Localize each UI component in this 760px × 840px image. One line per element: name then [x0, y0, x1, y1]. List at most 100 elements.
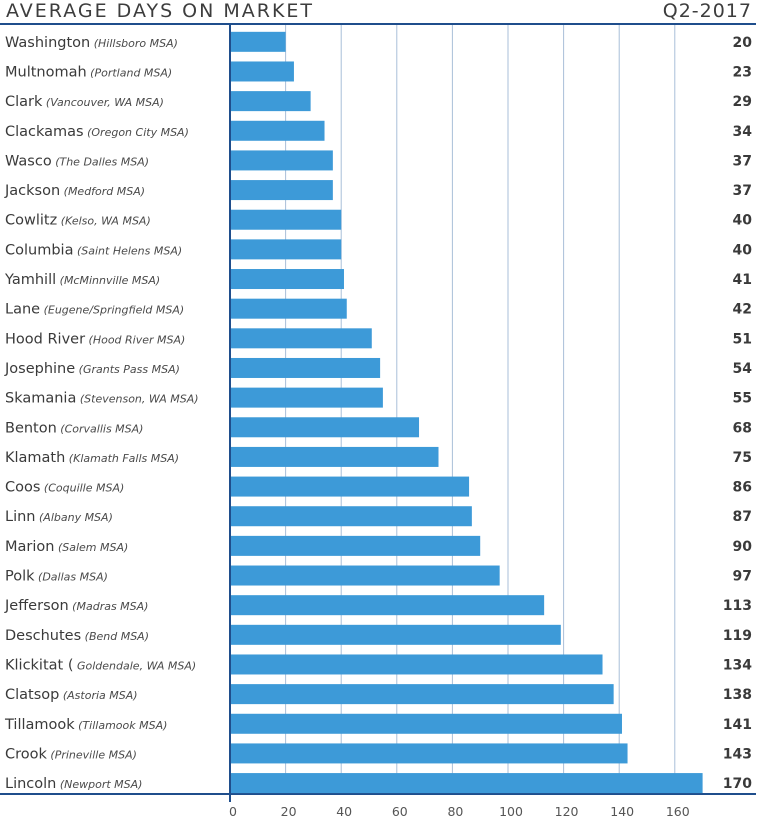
msa-name: (Bend MSA) — [81, 630, 149, 643]
msa-name: (Tillamook MSA) — [75, 719, 168, 732]
category-label: Josephine (Grants Pass MSA) — [4, 361, 180, 377]
value-label: 54 — [733, 361, 753, 377]
value-label: 68 — [733, 420, 752, 436]
msa-name: (The Dalles MSA) — [52, 155, 149, 168]
bar — [230, 535, 481, 556]
msa-name: (Kelso, WA MSA) — [57, 215, 151, 228]
county-name: Coos — [5, 480, 40, 496]
county-name: Crook — [5, 746, 48, 762]
bar — [230, 91, 311, 112]
category-label: Linn (Albany MSA) — [5, 509, 113, 525]
category-label: Jackson (Medford MSA) — [4, 183, 145, 199]
category-label: Klickitat ( Goldendale, WA MSA) — [5, 657, 196, 673]
value-label: 40 — [733, 242, 753, 258]
category-label: Clatsop (Astoria MSA) — [5, 687, 138, 703]
bar — [230, 654, 603, 675]
county-name: Clatsop — [5, 687, 59, 703]
value-label: 37 — [733, 153, 752, 169]
category-label: Klamath (Klamath Falls MSA) — [5, 450, 179, 466]
value-label: 97 — [733, 569, 752, 585]
category-label: Benton (Corvallis MSA) — [5, 420, 143, 436]
county-name: Benton — [5, 420, 57, 436]
msa-name: (Vancouver, WA MSA) — [42, 96, 164, 109]
category-label: Skamania (Stevenson, WA MSA) — [5, 391, 199, 407]
value-label: 138 — [723, 687, 752, 703]
county-name: Jefferson — [4, 598, 69, 614]
value-label: 134 — [723, 657, 752, 673]
value-label: 87 — [733, 509, 752, 525]
msa-name: (Portland MSA) — [87, 66, 173, 79]
county-name: Klamath — [5, 450, 65, 466]
county-name: Washington — [5, 35, 90, 51]
x-tick-label: 80 — [447, 804, 463, 819]
county-name: Josephine — [4, 361, 75, 377]
bar — [230, 120, 325, 141]
value-label: 34 — [733, 124, 753, 140]
category-label: Columbia (Saint Helens MSA) — [5, 242, 182, 258]
county-name: Skamania — [5, 391, 76, 407]
msa-name: Goldendale, WA MSA) — [74, 659, 197, 672]
value-label: 41 — [733, 272, 752, 288]
category-label: Crook (Prineville MSA) — [5, 746, 137, 762]
bar — [230, 269, 344, 290]
value-label: 29 — [733, 94, 752, 110]
msa-name: (Albany MSA) — [36, 511, 113, 524]
chart-period: Q2-2017 — [662, 0, 752, 22]
bar — [230, 773, 703, 794]
category-label: Marion (Salem MSA) — [5, 539, 128, 555]
value-label: 37 — [733, 183, 752, 199]
value-label: 51 — [733, 331, 752, 347]
county-name: Cowlitz — [5, 213, 57, 229]
bar — [230, 565, 500, 586]
value-label: 113 — [723, 598, 752, 614]
value-label: 40 — [733, 213, 753, 229]
county-name: Columbia — [5, 242, 73, 258]
bar — [230, 239, 342, 260]
bar — [230, 31, 286, 52]
bar — [230, 713, 622, 734]
chart-title: AVERAGE DAYS ON MARKET — [6, 0, 315, 22]
x-tick-label: 0 — [229, 804, 237, 819]
x-tick-label: 120 — [555, 804, 579, 819]
msa-name: (McMinnville MSA) — [56, 274, 160, 287]
bar — [230, 328, 372, 349]
value-label: 119 — [723, 628, 752, 644]
county-name: Lincoln — [5, 776, 56, 792]
bar — [230, 180, 333, 201]
value-label: 23 — [733, 64, 752, 80]
bar — [230, 506, 472, 527]
msa-name: (Newport MSA) — [56, 778, 142, 791]
category-label: Clark (Vancouver, WA MSA) — [5, 94, 164, 110]
value-label: 141 — [723, 717, 752, 733]
msa-name: (Coquille MSA) — [40, 482, 124, 495]
msa-name: (Klamath Falls MSA) — [65, 452, 179, 465]
county-name: Linn — [5, 509, 36, 525]
category-label: Cowlitz (Kelso, WA MSA) — [5, 213, 151, 229]
category-label: Washington (Hillsboro MSA) — [5, 35, 178, 51]
x-tick-label: 40 — [336, 804, 352, 819]
category-label: Tillamook (Tillamook MSA) — [4, 717, 167, 733]
bar — [230, 684, 614, 705]
bar — [230, 209, 342, 230]
msa-name: (Astoria MSA) — [59, 689, 137, 702]
county-name: Multnomah — [5, 64, 87, 80]
x-tick-label: 140 — [610, 804, 634, 819]
category-label: Multnomah (Portland MSA) — [5, 64, 172, 80]
category-label: Jefferson (Madras MSA) — [4, 598, 148, 614]
bar — [230, 417, 420, 438]
bar — [230, 624, 561, 645]
category-label: Coos (Coquille MSA) — [5, 480, 124, 496]
county-name: Clackamas — [5, 124, 84, 140]
value-label: 86 — [733, 480, 752, 496]
bar — [230, 298, 347, 319]
county-name: Polk — [5, 569, 35, 585]
category-label: Hood River (Hood River MSA) — [5, 331, 185, 347]
category-label: Clackamas (Oregon City MSA) — [5, 124, 189, 140]
msa-name: (Madras MSA) — [69, 600, 149, 613]
msa-name: (Dallas MSA) — [35, 571, 108, 584]
value-label: 170 — [723, 776, 752, 792]
bar — [230, 357, 381, 378]
county-name: Hood River — [5, 331, 85, 347]
county-name: Wasco — [5, 153, 52, 169]
